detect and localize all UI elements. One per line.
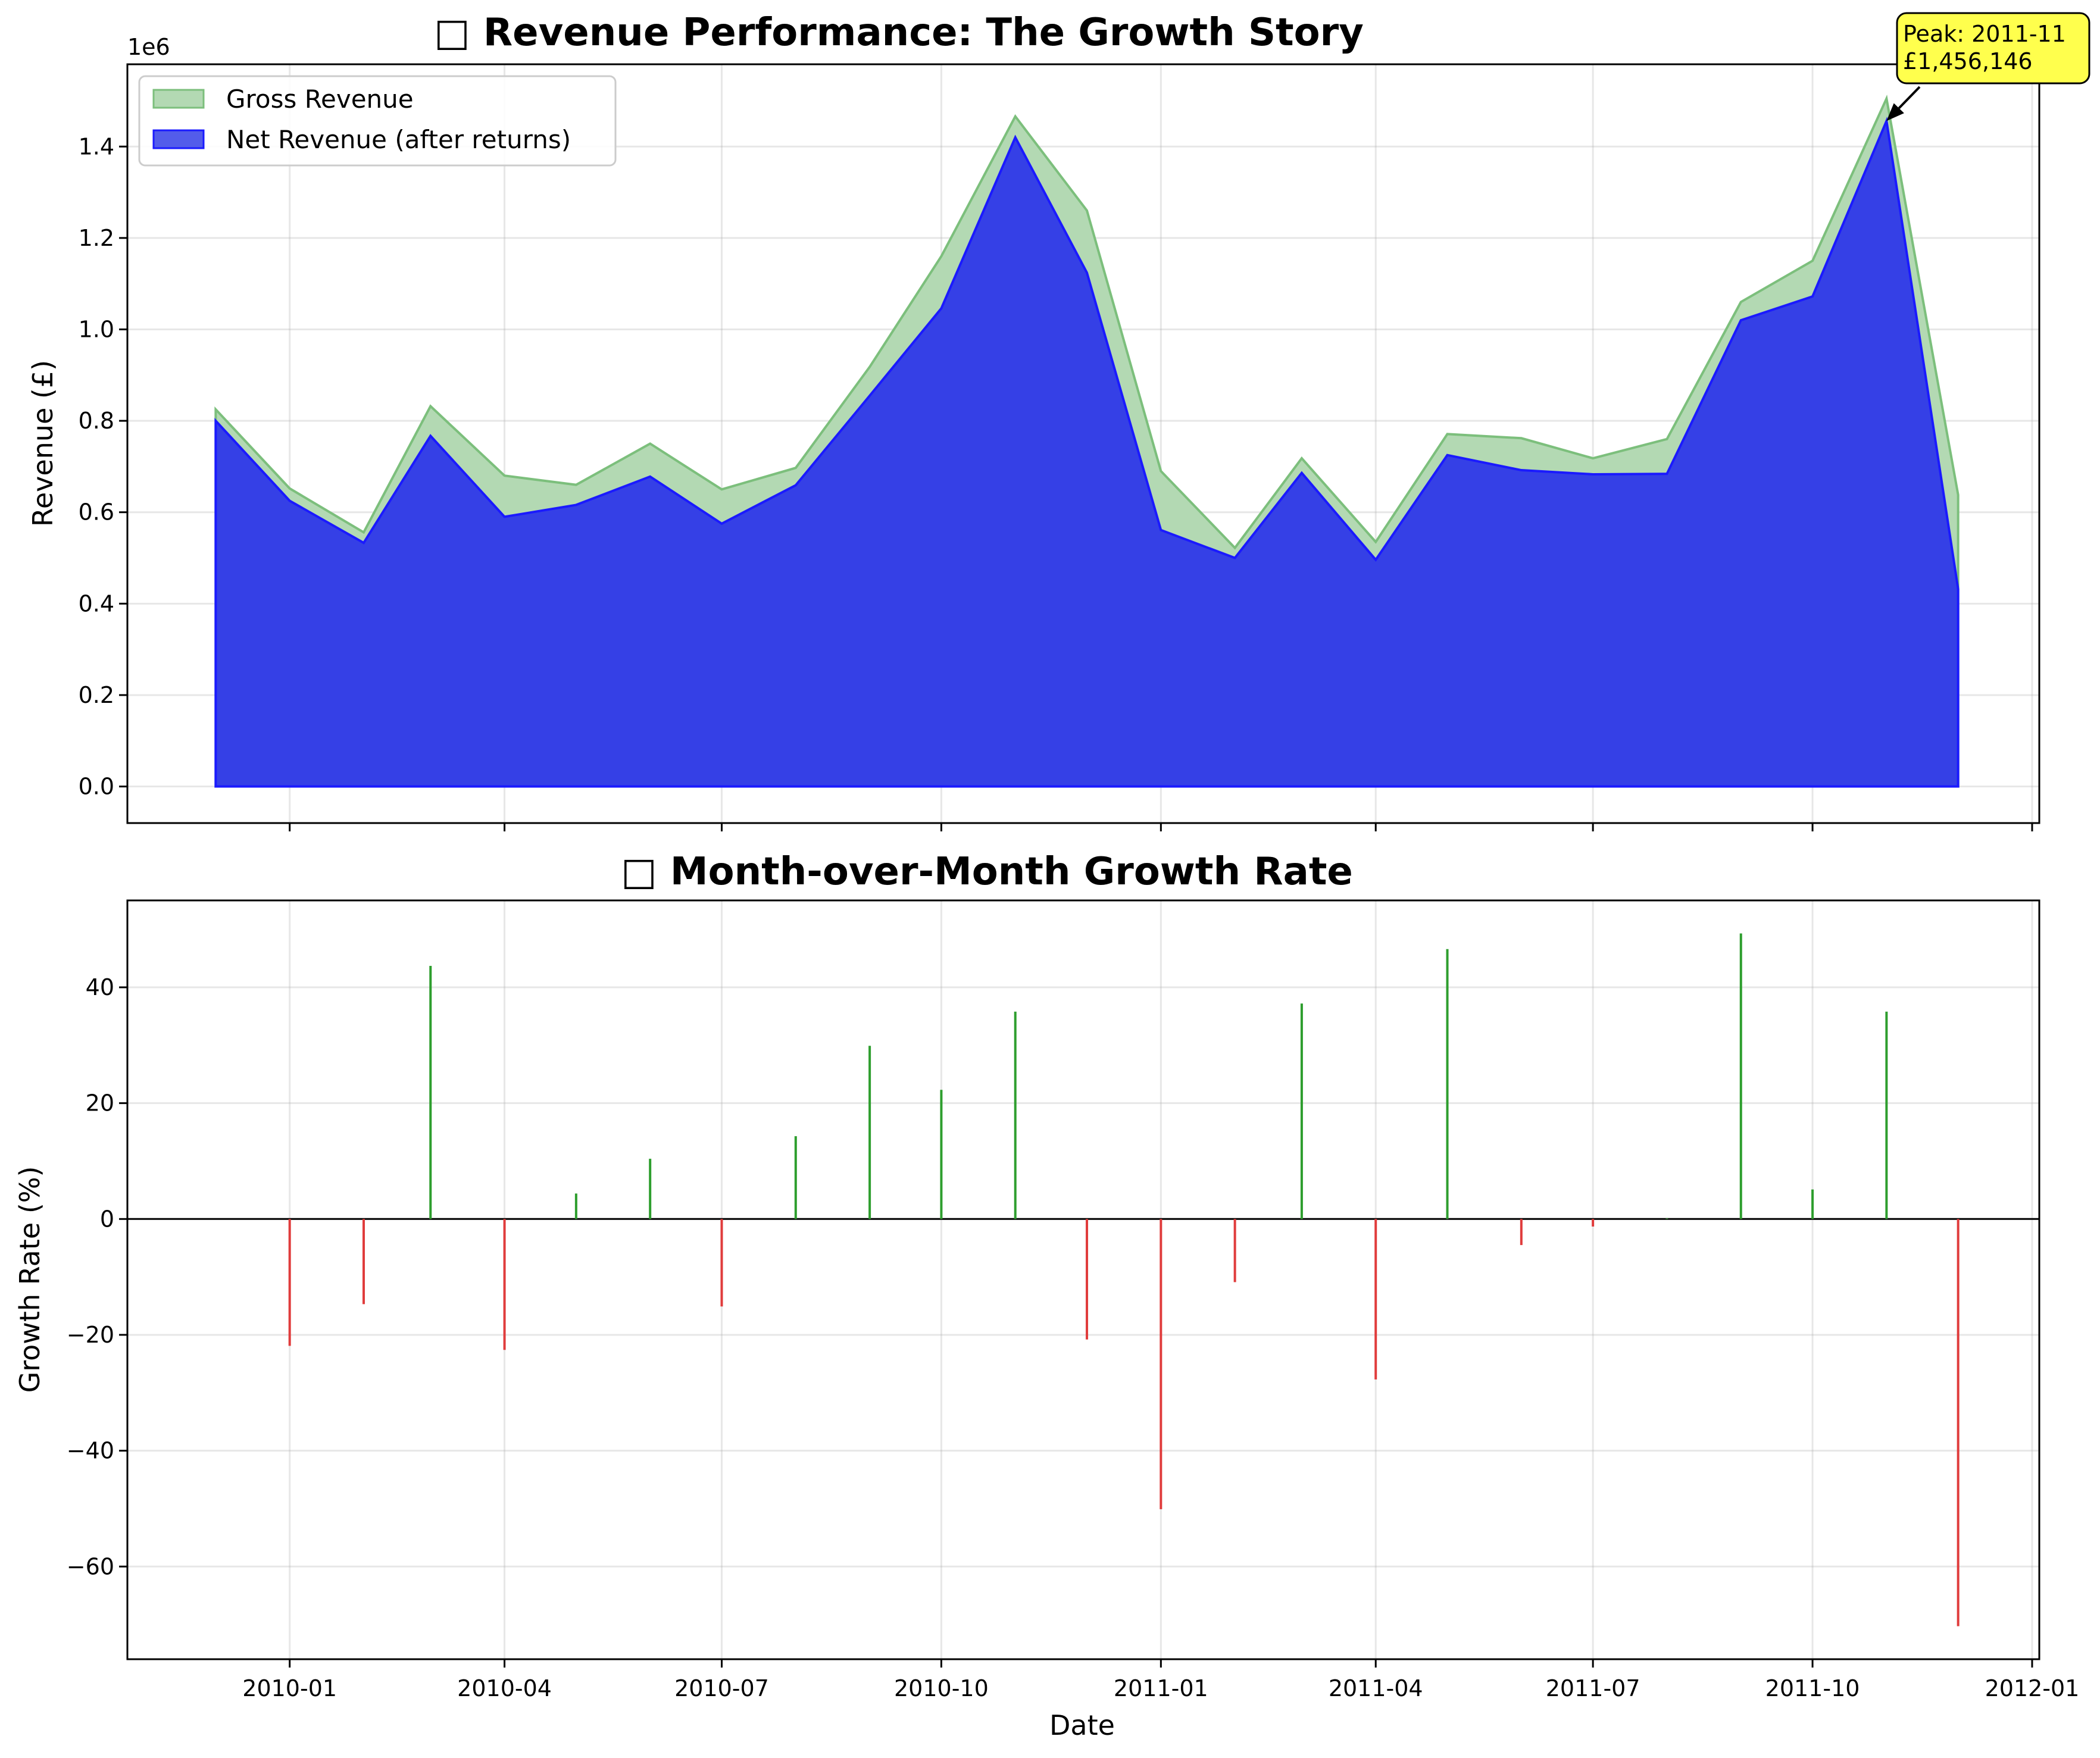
peak-arrow-head [1886,103,1904,121]
growth-bar [868,1046,871,1219]
growth-bar [503,1219,506,1350]
growth-bar [574,1193,577,1219]
x-tick-label: 2010-10 [894,1675,989,1701]
growth-bar [794,1136,797,1219]
growth-bar [1160,1219,1162,1509]
top-y-tick-label: 0.8 [79,408,114,434]
x-tick-label: 2010-04 [457,1675,552,1701]
growth-bar [1739,933,1742,1219]
growth-bar [1811,1189,1814,1219]
bottom-y-tick-label: −20 [67,1322,114,1348]
bottom-y-tick-label: 20 [86,1090,114,1116]
x-tick-label: 2011-07 [1546,1675,1640,1701]
growth-bar [720,1219,723,1307]
revenue-panel: □ Revenue Performance: The Growth Story … [27,11,2090,831]
y-offset-label: 1e6 [127,34,170,60]
growth-bar [288,1219,291,1346]
x-tick-label: 2010-01 [242,1675,337,1701]
growth-panel: □ Month-over-Month Growth Rate −60 −40 −20… [14,850,2079,1741]
top-y-tick-label: 0.4 [79,590,114,617]
x-axis-label: Date [1049,1709,1115,1741]
top-y-tick-label: 0.6 [79,499,114,525]
top-y-tick-label: 1.0 [79,316,114,342]
growth-bar [1233,1219,1236,1282]
growth-bar [1446,949,1449,1219]
x-tick-label: 2011-04 [1329,1675,1423,1701]
bottom-y-tick-label: −60 [67,1553,114,1579]
bottom-y-tick-label: 40 [86,974,114,1000]
growth-bar [1374,1219,1377,1380]
peak-label-date: Peak: 2011-11 [1903,21,2066,47]
peak-annotation-box [1896,12,2090,85]
legend-label-net: Net Revenue (after returns) [226,125,571,154]
growth-bar [1086,1219,1089,1340]
peak-label-value: £1,456,146 [1903,48,2033,74]
growth-bar [362,1219,365,1305]
legend-swatch-net [152,129,205,149]
top-y-tick-label: 1.4 [79,133,114,159]
legend-swatch-gross [152,89,205,109]
peak-arrow [1898,86,1921,110]
growth-bar [940,1090,943,1219]
growth-bar [1520,1219,1523,1246]
x-tick-label: 2011-10 [1765,1675,1860,1701]
growth-bar [649,1159,652,1219]
growth-bar [1957,1219,1960,1626]
top-y-tick-label: 0.0 [79,774,114,800]
top-y-tick-label: 0.2 [79,682,114,708]
growth-chart-title: □ Month-over-Month Growth Rate [621,850,1353,894]
growth-bar [1885,1011,1888,1219]
x-tick-label: 2012-01 [1985,1675,2080,1701]
bottom-y-tick-label: 0 [100,1206,114,1232]
growth-bar [1014,1011,1017,1219]
legend-label-gross: Gross Revenue [226,85,414,114]
revenue-chart-title: □ Revenue Performance: The Growth Story [434,11,1364,55]
growth-bar [1665,1218,1668,1219]
growth-plot-frame [126,899,2040,1660]
net-revenue-area [214,116,1960,788]
revenue-y-axis-label: Revenue (£) [27,360,59,527]
growth-bar [429,965,432,1219]
revenue-plot-frame [126,63,2040,824]
legend-box [138,75,617,167]
peak-annotation: Peak: 2011-11 £1,456,146 [1886,12,2090,121]
growth-bar [1300,1003,1303,1219]
growth-y-axis-label: Growth Rate (%) [14,1166,46,1393]
growth-bar [1592,1219,1595,1227]
legend: Gross Revenue Net Revenue (after returns… [138,75,617,167]
x-tick-label: 2011-01 [1114,1675,1208,1701]
top-y-tick-label: 1.2 [79,225,114,251]
x-tick-label: 2010-07 [674,1675,769,1701]
bottom-y-tick-label: −40 [67,1438,114,1464]
